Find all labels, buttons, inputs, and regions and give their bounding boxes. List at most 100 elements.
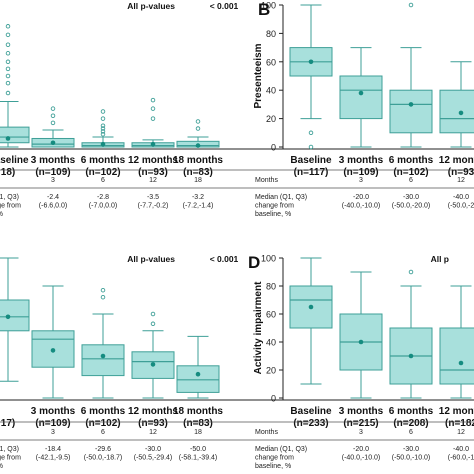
table-months-value: 12 [457, 429, 465, 436]
outlier-point [5, 24, 11, 29]
mean-marker [150, 362, 156, 367]
table-months-value: 18 [194, 429, 202, 436]
outlier-point [100, 116, 106, 121]
outlier-point [5, 51, 11, 56]
mean-marker [458, 360, 464, 366]
category-label: 12 month [439, 406, 474, 417]
y-tick-label: 0 [271, 394, 276, 404]
table-median-change-value: -18.4 [45, 446, 61, 453]
table-median-change-value: (-40.0,-10.0) [342, 455, 381, 462]
table-months-value: 3 [51, 429, 55, 436]
table-row-label: line, % [0, 463, 3, 470]
y-tick-label: 20 [266, 366, 276, 376]
table-row-label: change from [255, 203, 294, 210]
table-median-change-value: -2.4 [47, 194, 59, 201]
table-median-change-value: (-40.0,-10.0) [342, 203, 381, 210]
outlier-point [308, 144, 314, 150]
category-label: 12 months [128, 406, 178, 417]
pvalue-text: All p-values [127, 1, 175, 11]
outlier-point [50, 113, 56, 119]
box-iqr [0, 299, 30, 332]
table-months-value: 3 [51, 177, 55, 184]
outlier-point [5, 32, 11, 38]
category-n: (n=83) [183, 418, 213, 429]
category-label: 12 months [128, 155, 178, 166]
outlier-point [150, 321, 156, 327]
category-n: 17) [1, 418, 15, 429]
y-tick-label: 100 [261, 1, 276, 11]
y-tick-label: 40 [266, 86, 276, 96]
outlier-point [50, 120, 56, 126]
table-median-change-value: (-42.1,-9.5) [36, 455, 71, 462]
table-median-change-value: -29.6 [95, 446, 111, 453]
pvalue-text: All p [431, 254, 449, 264]
mean-marker [100, 353, 106, 359]
category-label: 3 months [339, 155, 384, 166]
table-row-label: change from [0, 203, 21, 210]
table-months-value: 6 [409, 429, 413, 436]
mean-marker [408, 102, 414, 107]
table-row-label: Months [255, 429, 278, 436]
table-row-label: an (Q1, Q3) [0, 194, 19, 201]
table-median-change-value: -40.0 [453, 446, 469, 453]
table-months-value: 6 [409, 177, 413, 184]
category-n: (n=109) [35, 167, 70, 178]
table-median-change-value: -20.0 [353, 194, 369, 201]
outlier-point [150, 97, 156, 103]
outlier-point [5, 73, 11, 79]
outlier-point [5, 42, 11, 48]
table-median-change-value: (-7.0,0.0) [89, 203, 117, 210]
table-median-change-value: -3.5 [147, 194, 159, 201]
table-median-change-value: (-50.5,-29.4) [134, 455, 173, 462]
category-n: (n=233) [293, 418, 328, 429]
outlier-point [150, 106, 156, 111]
y-tick-label: 100 [261, 254, 276, 264]
category-label: 3 months [339, 406, 384, 417]
table-median-change-value: (-58.1,-39.4) [179, 455, 218, 462]
category-n: (n=215) [343, 418, 378, 429]
table-median-change-value: (-6.6,0.0) [39, 203, 67, 210]
category-n: (n=83) [183, 167, 213, 178]
mean-marker [358, 90, 364, 96]
category-n: (n=117) [294, 167, 329, 178]
y-tick-label: 40 [266, 338, 276, 348]
category-label: 18 months [173, 406, 223, 417]
mean-marker [308, 304, 314, 310]
category-label: Baseline [0, 155, 29, 166]
outlier-point [100, 109, 106, 114]
box-iqr [176, 365, 220, 393]
table-months-value: 12 [457, 177, 465, 184]
table-months-value: 18 [194, 177, 202, 184]
mean-marker [150, 141, 156, 147]
outlier-point [5, 80, 11, 86]
pvalue-value: < 0.001 [210, 254, 239, 264]
table-median-change-value: (-50.0,-18.7) [84, 455, 123, 462]
table-median-change-value: -40.0 [453, 194, 469, 201]
category-label: Baseline [290, 406, 332, 417]
table-row-label: baseline, % [255, 211, 291, 218]
table-median-change-value: -30.0 [403, 446, 419, 453]
category-label: 3 months [31, 155, 76, 166]
outlier-point [5, 59, 11, 65]
table-median-change-value: -20.0 [353, 446, 369, 453]
y-tick-label: 60 [266, 310, 276, 320]
outlier-point [150, 311, 156, 317]
table-months-value: 12 [149, 177, 157, 184]
category-label: 18 months [173, 155, 223, 166]
table-months-value: 3 [359, 177, 363, 184]
category-label: 6 months [81, 155, 126, 166]
category-n: (n=182 [445, 418, 474, 429]
table-median-change-value: (-7.2,-1.4) [183, 203, 214, 210]
pvalue-value: < 0.001 [210, 1, 239, 11]
outlier-point [50, 106, 56, 111]
box-iqr [439, 327, 474, 385]
table-median-change-value: -50.0 [190, 446, 206, 453]
mean-marker [5, 136, 11, 141]
category-label: 6 months [81, 406, 126, 417]
table-row-label: line, % [0, 211, 3, 218]
mean-marker [5, 314, 11, 320]
box-iqr [439, 89, 474, 134]
table-row-label: Months [255, 177, 278, 184]
y-axis-label: Activity impairment [253, 281, 264, 374]
